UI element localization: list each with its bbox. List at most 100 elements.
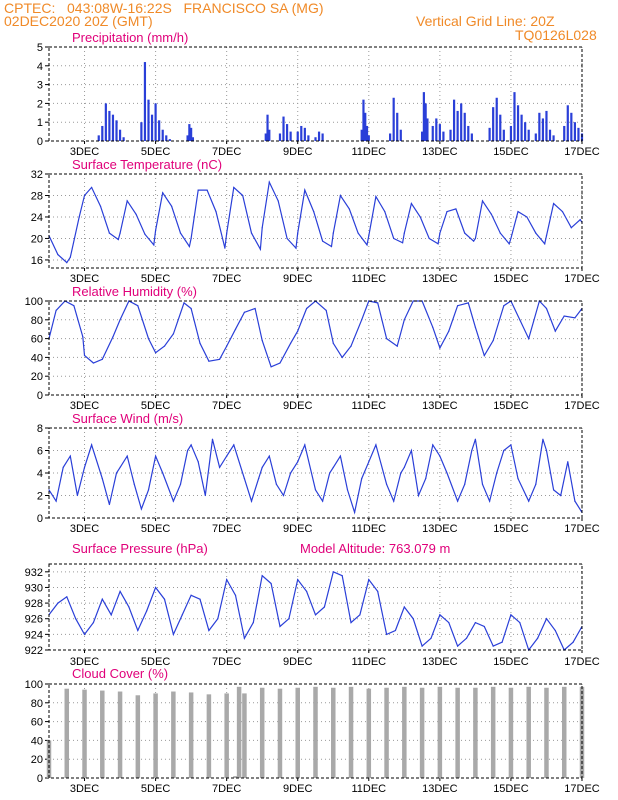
data-point — [218, 466, 221, 468]
data-point — [172, 633, 174, 635]
x-tick-label: 15DEC — [493, 523, 529, 535]
y-tick-label: 16 — [31, 255, 43, 267]
data-point — [368, 579, 370, 581]
data-point — [78, 216, 80, 218]
bar — [534, 133, 537, 141]
x-tick-label: 17DEC — [564, 656, 600, 668]
bar — [516, 105, 520, 141]
bar — [435, 118, 438, 141]
data-point — [322, 500, 324, 502]
bar — [282, 116, 285, 141]
data-point — [510, 237, 512, 240]
bar — [527, 129, 530, 141]
bar — [46, 740, 52, 778]
bar — [135, 695, 141, 778]
data-point — [341, 356, 343, 358]
y-tick-label: 40 — [31, 735, 43, 747]
data-point — [55, 500, 57, 502]
y-tick-label: 40 — [31, 352, 43, 364]
bar — [122, 137, 125, 141]
y-tick-label: 0 — [37, 390, 43, 402]
y-tick-label: 60 — [31, 334, 43, 346]
data-point — [552, 202, 555, 205]
bar — [563, 125, 566, 141]
bar — [168, 139, 171, 141]
data-point — [474, 326, 476, 328]
data-point — [144, 233, 146, 235]
data-point — [69, 455, 71, 457]
x-tick-label: 11DEC — [351, 400, 386, 412]
bar — [367, 135, 370, 141]
panel-title: Surface Temperature (nC) — [72, 157, 222, 172]
data-point — [535, 232, 537, 234]
bar — [520, 114, 523, 141]
bar — [442, 131, 445, 141]
data-point — [243, 311, 246, 313]
data-point — [137, 629, 139, 632]
data-point — [322, 240, 324, 242]
data-point — [112, 336, 114, 338]
data-point — [428, 237, 430, 240]
bar — [384, 687, 389, 778]
data-point — [188, 245, 190, 248]
data-point — [226, 579, 228, 581]
data-point — [181, 614, 183, 616]
data-point — [401, 242, 404, 244]
data-point — [510, 444, 512, 446]
bar — [97, 135, 100, 141]
data-point — [286, 237, 288, 240]
bar — [580, 133, 584, 141]
data-point — [542, 438, 544, 440]
data-point — [471, 449, 473, 452]
data-point — [186, 449, 189, 452]
bar — [492, 107, 495, 141]
bar — [161, 129, 164, 141]
data-point — [204, 494, 206, 497]
x-tick-label: 13DEC — [422, 656, 458, 668]
data-point — [574, 317, 576, 319]
y-tick-label: 2 — [37, 491, 43, 503]
y-tick-label: 4 — [37, 61, 43, 73]
bar — [424, 103, 427, 141]
data-point — [250, 500, 253, 502]
data-point — [560, 494, 562, 497]
data-point — [254, 307, 256, 310]
data-point — [544, 243, 546, 245]
data-point — [552, 489, 555, 491]
panel-5: 922 924 926 928 930 932 3DEC 5DEC 7DEC 9DEC 11DEC 1… — [25, 541, 600, 668]
bar — [456, 110, 459, 141]
header-grid-note: Vertical Grid Line: 20Z — [416, 13, 555, 29]
panel-3: 0 20 40 60 80 100 3DEC 5DEC 7DEC 9DEC 11DEC 13DEC 15… — [25, 284, 600, 412]
data-point — [155, 352, 157, 354]
data-point — [199, 598, 201, 600]
bar — [82, 689, 87, 778]
data-point — [410, 202, 413, 205]
data-point — [133, 483, 135, 485]
bar — [488, 127, 491, 141]
x-tick-label: 3DEC — [70, 783, 99, 795]
data-point — [446, 211, 448, 213]
data-point — [304, 444, 306, 446]
bar — [460, 103, 463, 141]
x-tick-label: 9DEC — [283, 783, 312, 795]
series-line — [48, 570, 583, 652]
x-tick-label: 3DEC — [70, 400, 99, 412]
data-point — [297, 579, 299, 581]
data-point — [163, 345, 166, 347]
data-point — [467, 302, 469, 304]
data-point — [101, 598, 103, 600]
data-point — [570, 227, 572, 229]
y-tick-label: 8 — [37, 423, 43, 435]
bar — [402, 686, 407, 778]
data-point — [297, 461, 299, 463]
data-point — [146, 610, 148, 612]
panel-2: 16 20 24 28 32 3DEC 5DEC 7DEC 9DEC 11DEC 13DEC 15DE… — [31, 157, 600, 285]
data-point — [339, 194, 341, 197]
data-point — [357, 232, 359, 234]
bar — [153, 693, 158, 778]
data-point — [190, 237, 192, 240]
data-point — [439, 614, 441, 616]
data-point — [234, 328, 237, 330]
data-point — [233, 186, 235, 189]
data-point — [57, 253, 59, 256]
